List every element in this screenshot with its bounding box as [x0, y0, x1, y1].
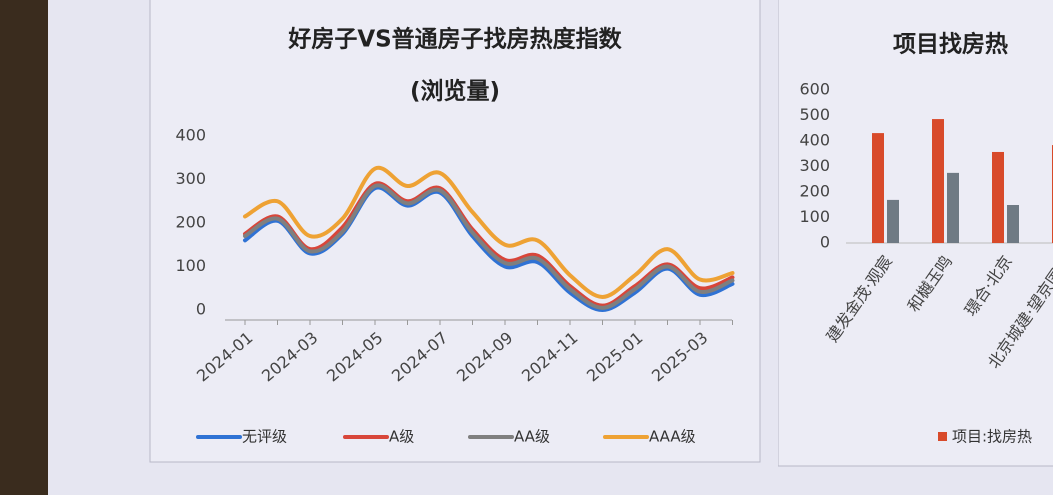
legend-label: AAA级: [649, 428, 696, 446]
legend-label: AA级: [514, 428, 550, 446]
series-line: [243, 165, 735, 299]
y-tick-label: 600: [799, 80, 830, 99]
chart-title: 项目找房热: [893, 31, 1008, 58]
y-tick-label: 500: [799, 105, 830, 124]
y-tick-label: 400: [175, 126, 206, 145]
bar: [887, 199, 899, 243]
y-tick-label: 100: [799, 207, 830, 226]
y-tick-label: 300: [799, 156, 830, 175]
bar: [872, 133, 884, 243]
y-tick-label: 300: [175, 169, 206, 188]
legend-label: 无评级: [242, 428, 287, 446]
chart-title: 好房子VS普通房子找房热度指数: [287, 26, 622, 53]
legend-label: 项目:找房热: [952, 428, 1032, 446]
y-tick-label: 0: [820, 233, 830, 252]
y-tick-label: 400: [799, 131, 830, 150]
y-tick-label: 100: [175, 256, 206, 275]
panel: [149, 0, 761, 463]
series-line: [243, 183, 735, 310]
legend-swatch: [938, 432, 947, 441]
legend-label: A级: [389, 428, 414, 446]
y-tick-label: 200: [799, 182, 830, 201]
bar: [1007, 205, 1019, 243]
bar: [947, 172, 959, 243]
y-tick-label: 200: [175, 213, 206, 232]
y-tick-label: 0: [196, 300, 206, 319]
chart-subtitle: (浏览量): [410, 78, 500, 105]
bar: [992, 151, 1004, 243]
bar: [932, 119, 944, 243]
